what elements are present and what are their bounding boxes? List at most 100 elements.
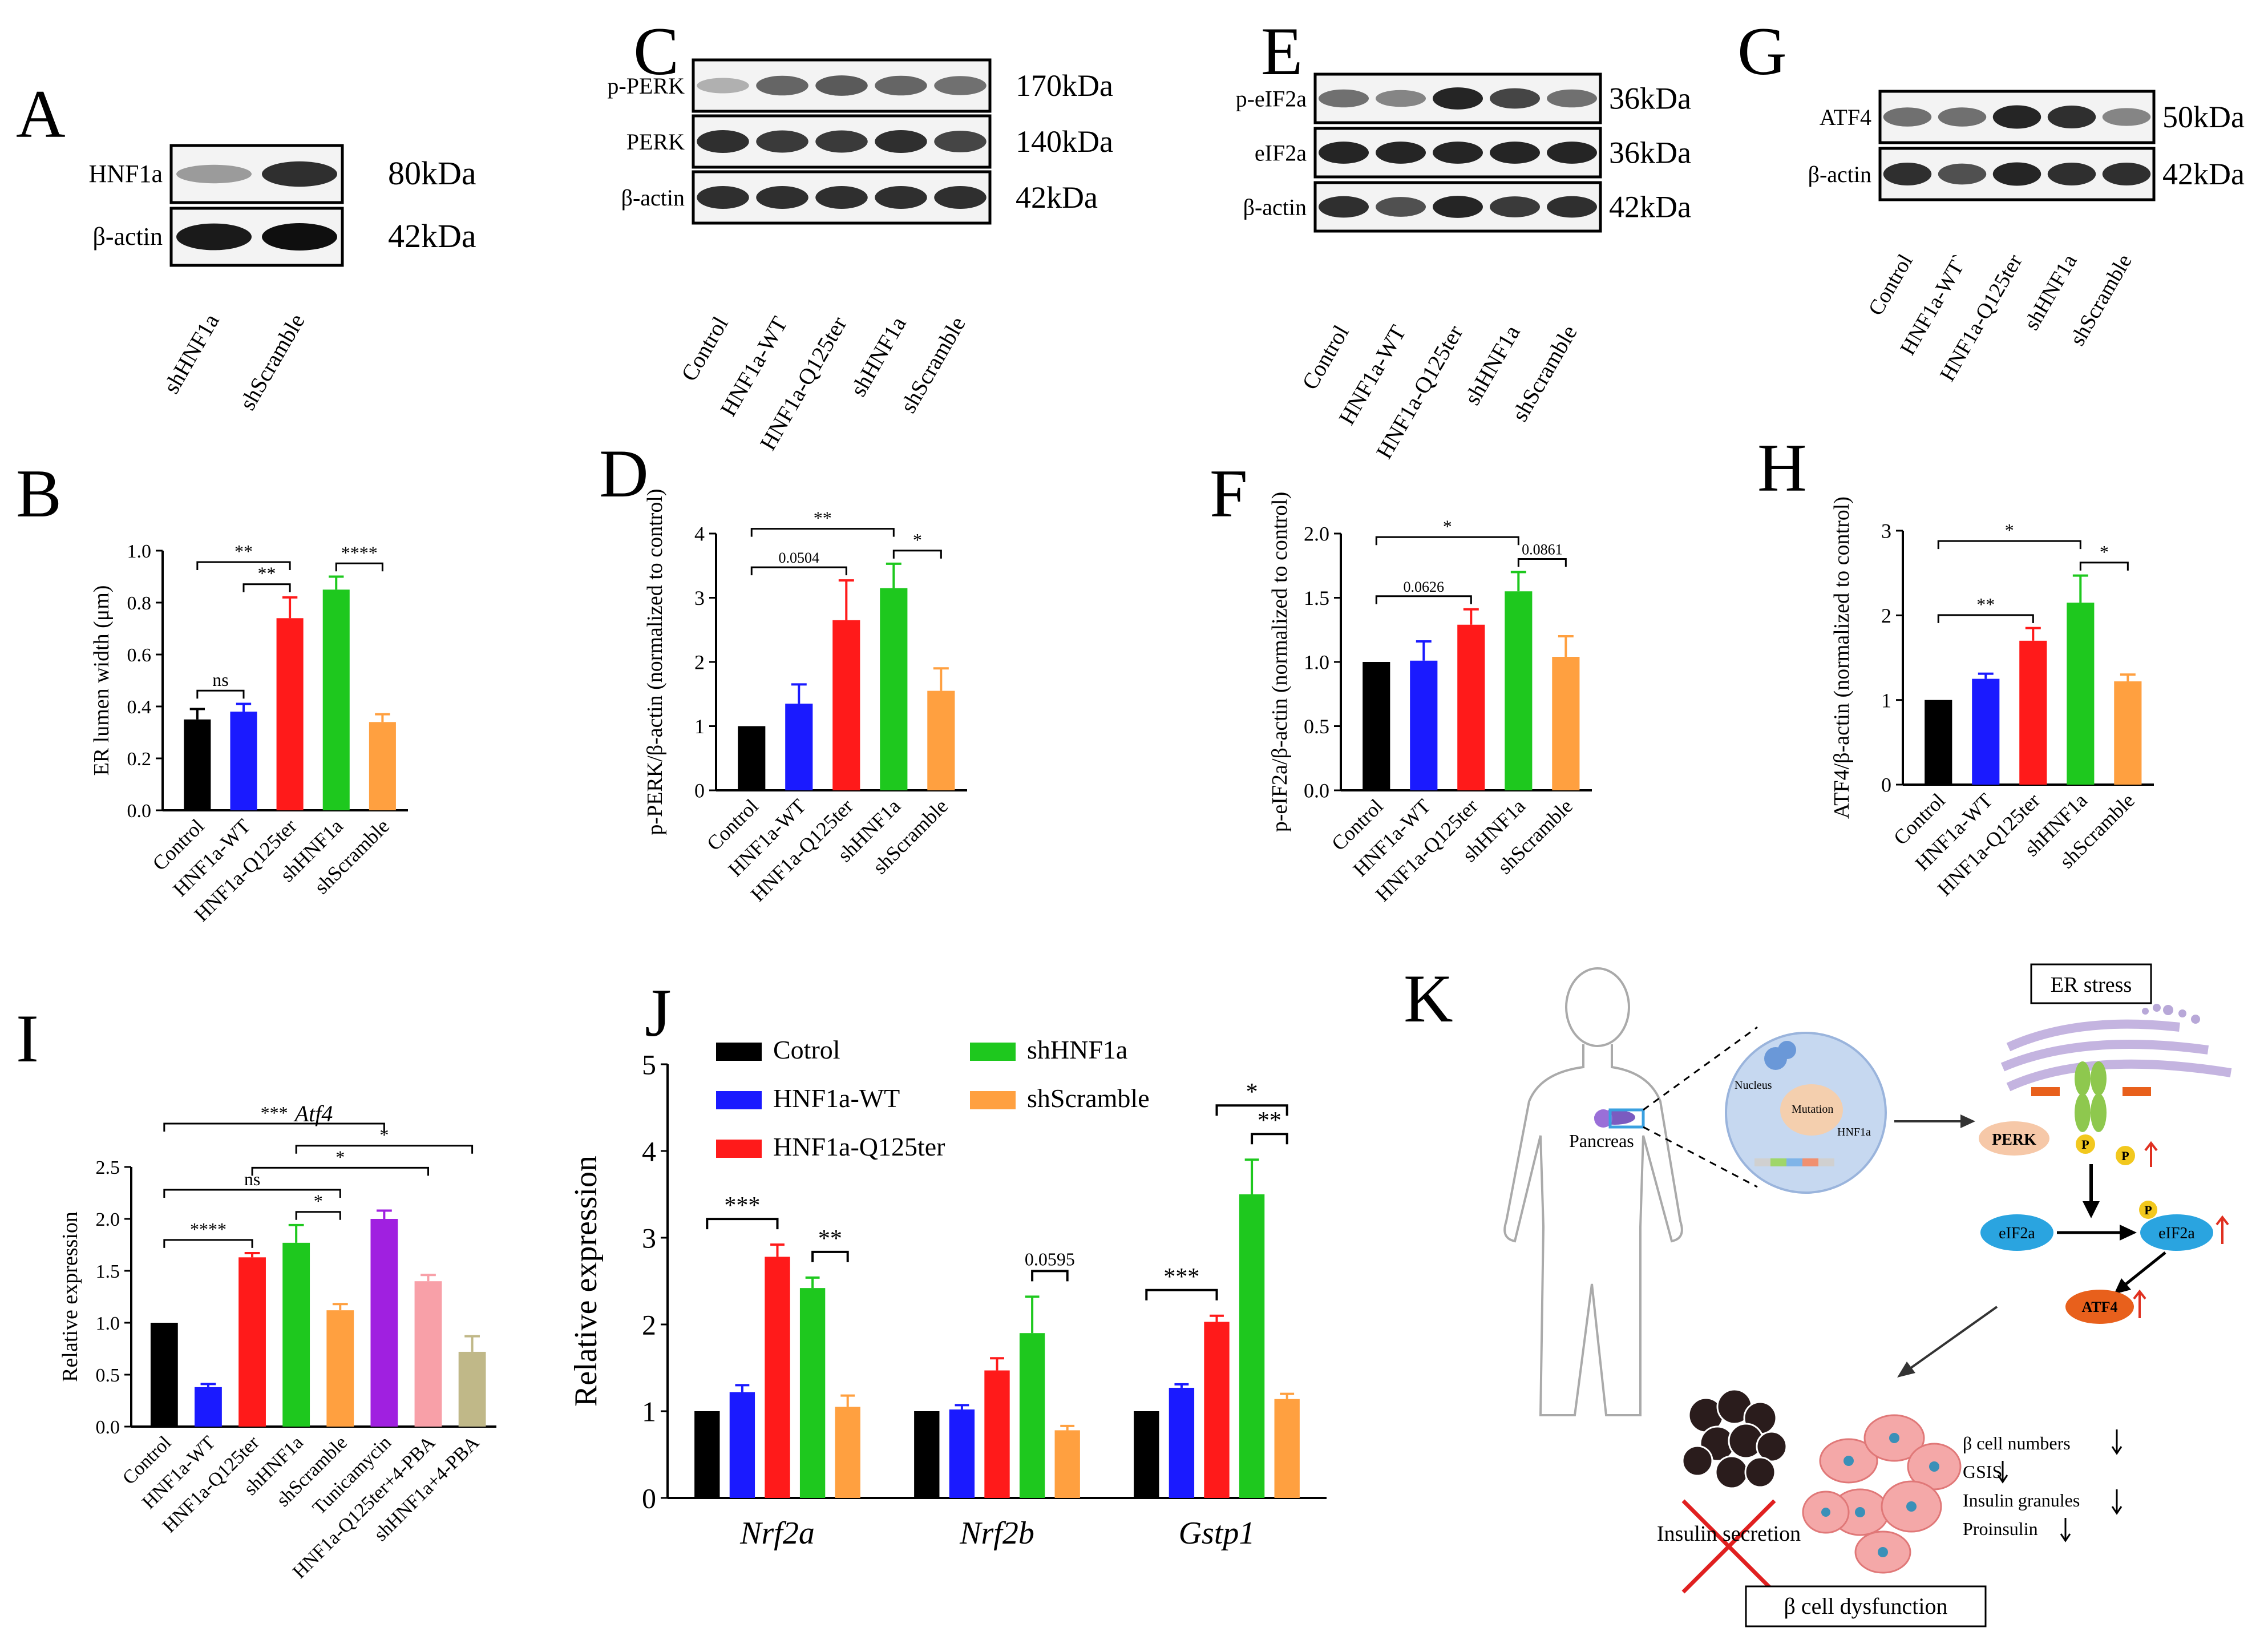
panel-letter-b: B: [16, 455, 62, 531]
significance-bracket: [1145, 1289, 1218, 1300]
significance-bracket: [1031, 1270, 1069, 1282]
blot-lane-label: shHNF1a: [2020, 250, 2082, 334]
islet-cells-icon: [1681, 1388, 1788, 1489]
y-tick-label: 3: [642, 1222, 656, 1254]
significance-bracket: [163, 1189, 341, 1198]
significance-bracket: [295, 1211, 341, 1220]
blot-lane-label: shScramble: [235, 309, 310, 414]
blot-panel-a: HNF1a 80kDa β-actin 42kDa shHNF1a shScramble: [88, 144, 476, 414]
legend-swatch: [716, 1091, 762, 1109]
bar: [238, 1257, 266, 1427]
significance-label: *: [1246, 1079, 1258, 1105]
perk-p-label: P: [2081, 1137, 2089, 1152]
y-tick-label: 0.5: [1304, 715, 1329, 738]
y-tick-label: 0.2: [127, 749, 152, 770]
dysfunctional-islet-icon: [1802, 1414, 1962, 1574]
y-tick-label: 1: [694, 715, 705, 738]
y-tick-label: 5: [642, 1049, 656, 1081]
perk-receptor-icon: [1979, 1061, 2151, 1165]
blot-band: [815, 186, 868, 209]
y-tick-label: 0: [642, 1483, 656, 1514]
y-tick-label: 2.0: [96, 1209, 120, 1230]
y-tick-label: 3: [1881, 520, 1891, 543]
y-tick-label: 2: [642, 1309, 656, 1341]
bar: [1410, 660, 1438, 790]
significance-bracket: [811, 1250, 849, 1262]
blot-band: [1547, 196, 1597, 218]
y-axis-label: p-eIF2a/β-actin (normalized to control): [1268, 492, 1292, 833]
blot-band: [1433, 142, 1483, 164]
effect-proinsulin: Proinsulin: [1963, 1518, 2038, 1539]
bar: [694, 1411, 720, 1498]
x-category-label: Nrf2a: [739, 1516, 815, 1551]
blot-band: [756, 130, 808, 153]
blot-band: [815, 130, 868, 153]
chart-panel-d: 0 1 2 3 4 p-PERK/β-actin (normalized to contr…: [643, 488, 967, 906]
legend-swatch: [970, 1043, 1016, 1061]
y-axis-label: ER lumen width (μm): [90, 585, 114, 776]
blot-kda-label: 42kDa: [388, 217, 476, 255]
bar: [458, 1351, 486, 1427]
significance-label: *: [314, 1191, 323, 1211]
cross-mark-icon: [1681, 1499, 1776, 1594]
significance-label: *: [2005, 520, 2014, 540]
chart-panel-h: 0 1 2 3 ATF4/β-actin (normalized to control)…: [1830, 496, 2154, 900]
legend-label: HNF1a-Q125ter: [773, 1132, 945, 1161]
blot-band: [1547, 89, 1597, 108]
y-tick-label: 1.0: [96, 1313, 120, 1334]
blot-band: [875, 75, 927, 96]
y-axis-label: Relative expression: [58, 1211, 82, 1382]
y-tick-label: 3: [694, 587, 705, 609]
human-body-outline: [1503, 967, 1683, 1416]
p-eif2a-node: [2140, 1214, 2213, 1251]
significance-label: **: [814, 508, 832, 528]
insulin-secretion-label: Insulin secretion: [1657, 1522, 1801, 1546]
beta-cell-dysfunction-label: β cell dysfunction: [1784, 1593, 1948, 1619]
legend-label: HNF1a-WT: [773, 1084, 900, 1113]
atf4-up-arrow-icon: [2133, 1289, 2146, 1318]
blot-band: [815, 75, 868, 96]
blot-band: [1319, 142, 1369, 164]
significance-label: 0.0595: [1025, 1249, 1075, 1269]
blot-lane-label: Control: [1297, 321, 1354, 394]
bar: [1505, 591, 1533, 790]
blot-band: [1547, 142, 1597, 164]
blot-band: [2047, 106, 2096, 128]
bar: [184, 719, 211, 810]
blot-kda-label: 140kDa: [1016, 124, 1113, 159]
blot-row-label: ATF4: [1820, 104, 1871, 130]
effect-gsis: GSIS: [1963, 1461, 2002, 1482]
blot-band: [1938, 163, 1987, 185]
significance-bracket: [1215, 1104, 1288, 1116]
bar: [835, 1407, 860, 1498]
blot-row-label: HNF1a: [88, 160, 163, 188]
down-arrows-icon: [1997, 1429, 2123, 1542]
significance-bracket: [750, 528, 895, 537]
blot-lane-label: shHNF1a: [158, 309, 224, 398]
blot-row-label: eIF2a: [1255, 140, 1307, 166]
panel-letter-k: K: [1404, 960, 1453, 1036]
blot-row-label: p-eIF2a: [1236, 86, 1307, 112]
bar: [369, 722, 396, 810]
y-tick-label: 0: [1881, 774, 1891, 797]
atf4-node-label: ATF4: [2081, 1299, 2117, 1315]
legend-label: shHNF1a: [1027, 1035, 1127, 1064]
blot-lane-label: Control: [1863, 251, 1917, 320]
significance-label: 0.0626: [1404, 579, 1445, 595]
bar: [1134, 1411, 1159, 1498]
y-tick-label: 0.5: [96, 1365, 120, 1386]
blot-kda-label: 36kDa: [1609, 82, 1691, 116]
pancreas-label: Pancreas: [1569, 1130, 1634, 1151]
legend-swatch: [716, 1140, 762, 1158]
bar: [370, 1219, 398, 1427]
significance-label: **: [1258, 1108, 1281, 1134]
eif2a-label: eIF2a: [1999, 1225, 2035, 1242]
blot-band: [697, 130, 749, 153]
perk-label: PERK: [1992, 1131, 2036, 1149]
bar: [927, 690, 955, 790]
bar: [880, 588, 908, 790]
blot-kda-label: 80kDa: [388, 155, 476, 192]
blot-panel-c: p-PERK 170kDa PERK 140kDa β-actin 42kDa Contro…: [607, 58, 1113, 455]
blot-kda-label: 42kDa: [1609, 190, 1691, 224]
